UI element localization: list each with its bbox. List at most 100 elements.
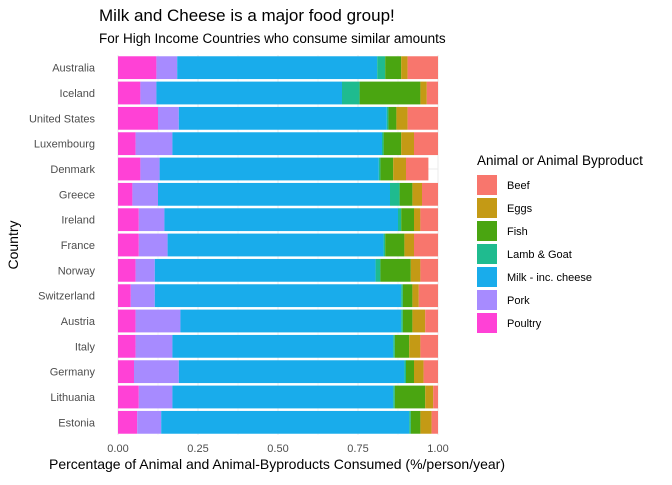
bar-group	[118, 233, 438, 257]
bar-group	[118, 81, 438, 105]
bar-segment	[383, 132, 402, 156]
bar-segment	[118, 360, 134, 384]
bar-segment	[135, 258, 155, 282]
y-tick-label: Switzerland	[38, 291, 95, 303]
bar-group	[118, 157, 429, 181]
bar-segment	[407, 106, 438, 130]
bar-segment	[375, 258, 381, 282]
legend-item: Fish	[477, 221, 528, 241]
bar-group	[118, 106, 438, 130]
bar-segment	[130, 284, 155, 308]
legend-swatch	[477, 244, 497, 264]
y-tick-labels: Australia Iceland United States Luxembourg D…	[29, 63, 96, 430]
bar-segment	[359, 81, 421, 105]
bar-segment	[420, 208, 438, 232]
bar-segment	[137, 410, 162, 434]
bar-segment	[118, 157, 141, 181]
y-tick-label: France	[61, 240, 95, 252]
bar-segment	[159, 157, 379, 181]
bar-segment	[380, 157, 394, 181]
bar-segment	[172, 132, 382, 156]
bar-segment	[154, 258, 376, 282]
y-tick-label: Norway	[58, 265, 96, 277]
y-axis-title: Country	[5, 220, 21, 269]
bar-segment	[138, 233, 168, 257]
bar-segment	[118, 410, 138, 434]
bar-group	[118, 385, 438, 409]
bar-segment	[118, 56, 157, 80]
legend-item: Lamb & Goat	[477, 244, 572, 264]
bar-segment	[342, 81, 360, 105]
bar-segment	[378, 157, 381, 181]
x-tick-label: 0.00	[107, 443, 128, 455]
bar-segment	[118, 81, 141, 105]
chart-title: Milk and Cheese is a major food group!	[99, 6, 395, 25]
bar-segment	[388, 106, 397, 130]
legend-label: Pork	[507, 295, 530, 307]
x-tick-label: 0.50	[267, 443, 288, 455]
bar-segment	[409, 410, 411, 434]
bar-segment	[158, 106, 179, 130]
bar-segment	[425, 385, 434, 409]
bar-segment	[138, 385, 173, 409]
x-tick-label: 0.75	[347, 443, 368, 455]
bar-segment	[118, 385, 139, 409]
bar-segment	[118, 208, 139, 232]
bar-group	[118, 56, 438, 80]
bar-segment	[178, 106, 387, 130]
x-axis-title: Percentage of Animal and Animal-Byproduc…	[49, 456, 505, 472]
bar-segment	[177, 56, 378, 80]
y-tick-label: Iceland	[60, 88, 95, 100]
bar-segment	[118, 233, 139, 257]
bar-segment	[401, 208, 414, 232]
bar-segment	[401, 309, 403, 333]
bar-segment	[399, 182, 413, 206]
y-tick-label: Germany	[50, 367, 96, 379]
bar-segment	[414, 360, 424, 384]
bar-segment	[396, 106, 408, 130]
bar-segment	[404, 233, 414, 257]
bar-segment	[118, 132, 136, 156]
bar-segment	[401, 56, 408, 80]
bar-segment	[118, 309, 136, 333]
bar-segment	[377, 56, 386, 80]
bar-segment	[393, 385, 395, 409]
bar-segment	[386, 106, 389, 130]
bar-segment	[412, 284, 419, 308]
legend-label: Milk - inc. cheese	[507, 272, 592, 284]
bar-segment	[404, 360, 406, 384]
bar-segment	[118, 182, 133, 206]
legend-swatch	[477, 290, 497, 310]
bar-segment	[135, 309, 181, 333]
bar-segment	[390, 182, 400, 206]
y-tick-label: Lithuania	[50, 392, 96, 404]
y-tick-label: Luxembourg	[34, 139, 95, 151]
bar-segment	[425, 309, 438, 333]
bar-segment	[138, 208, 165, 232]
bar-segment	[433, 385, 438, 409]
bar-segment	[140, 157, 160, 181]
bar-segment	[394, 334, 410, 358]
legend-swatch	[477, 313, 497, 333]
legend-item: Beef	[477, 175, 531, 195]
bar-segment	[135, 132, 173, 156]
bar-segment	[178, 360, 405, 384]
bar-segment	[402, 284, 413, 308]
bar-segment	[401, 132, 414, 156]
bar-segment	[420, 410, 432, 434]
bar-segment	[420, 81, 427, 105]
bar-segment	[385, 56, 402, 80]
bar-segment	[418, 284, 438, 308]
legend-title: Animal or Animal Byproduct	[477, 153, 643, 168]
legend-item: Poultry	[477, 313, 542, 333]
bar-segment	[167, 233, 384, 257]
legend-item: Milk - inc. cheese	[477, 267, 592, 287]
bar-segment	[398, 208, 402, 232]
bar-segment	[393, 157, 406, 181]
bar-segment	[407, 56, 438, 80]
bar-group	[118, 309, 438, 333]
bar-segment	[172, 385, 394, 409]
y-tick-label: Denmark	[50, 164, 95, 176]
y-tick-label: United States	[29, 113, 96, 125]
